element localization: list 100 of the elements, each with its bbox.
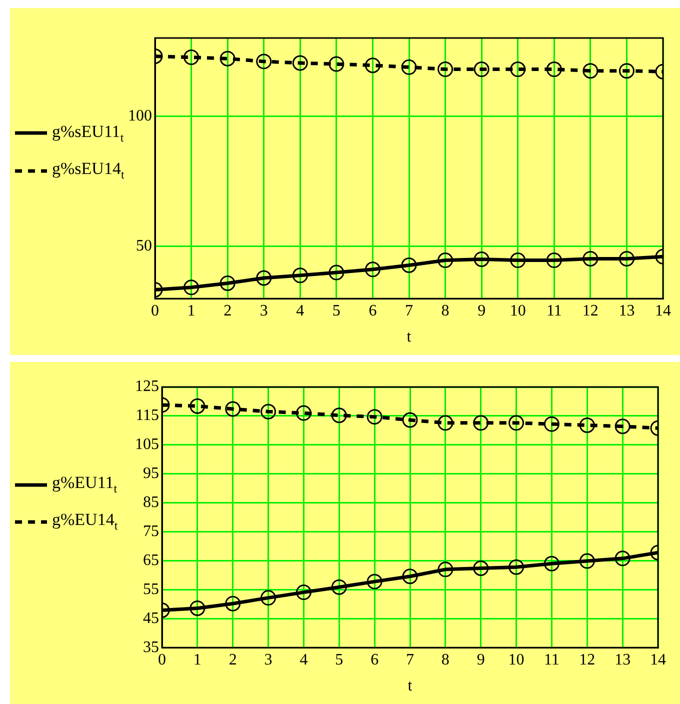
point <box>546 252 562 268</box>
x-tick-label: 10 <box>510 302 526 320</box>
x-tick-label: 14 <box>655 302 671 320</box>
x-tick-label: 6 <box>368 302 377 320</box>
y-tick-label: 125 <box>135 378 159 396</box>
point <box>618 63 634 79</box>
x-tick-label: 14 <box>650 651 666 668</box>
point <box>401 59 417 75</box>
point <box>618 250 634 266</box>
point <box>328 264 344 280</box>
y-tick-label: 105 <box>135 436 159 454</box>
y-tick-label: 45 <box>143 610 159 627</box>
x-tick-label: 12 <box>579 651 596 668</box>
point <box>220 50 236 66</box>
point <box>508 415 524 431</box>
point <box>402 568 418 584</box>
point <box>184 280 200 296</box>
x-tick-label: 2 <box>224 302 232 320</box>
point <box>438 62 454 78</box>
x-tick-label: 9 <box>476 651 485 668</box>
y-tick-label: 115 <box>136 407 159 424</box>
point <box>582 63 598 79</box>
point <box>614 418 630 434</box>
point <box>296 405 312 421</box>
y-tick-label: 65 <box>143 552 159 569</box>
point <box>508 559 524 575</box>
point <box>296 584 312 600</box>
point <box>364 262 380 278</box>
point <box>190 398 206 414</box>
point <box>510 252 526 268</box>
x-tick-label: 2 <box>228 651 237 668</box>
point <box>582 250 598 266</box>
point <box>544 416 560 432</box>
y-tick-label: 85 <box>143 494 159 512</box>
legend-label: g%sEU11$_{t}$ <box>52 122 124 145</box>
point <box>474 62 490 78</box>
point <box>546 62 562 78</box>
point <box>366 409 382 425</box>
x-tick-label: 13 <box>618 302 635 320</box>
x-tick-label: 5 <box>332 302 340 320</box>
point <box>225 596 241 612</box>
x-tick-label: 11 <box>546 302 562 320</box>
point <box>544 556 560 572</box>
x-tick-label: 3 <box>260 302 268 320</box>
point <box>614 550 630 566</box>
point <box>438 415 454 431</box>
point <box>260 590 276 606</box>
x-tick-label: 0 <box>151 302 159 320</box>
x-tick-label: 4 <box>296 302 304 320</box>
x-tick-label: 6 <box>370 651 379 668</box>
legend-label: g%sEU14$_{t}$ <box>52 158 124 182</box>
point <box>331 408 347 424</box>
x-tick-label: 9 <box>478 302 486 320</box>
x-tick-label: 3 <box>264 651 272 668</box>
point <box>292 268 308 284</box>
point <box>260 404 276 420</box>
point <box>366 574 382 590</box>
point <box>473 415 489 431</box>
point <box>579 553 595 569</box>
point <box>401 257 417 273</box>
y-tick-label: 95 <box>143 465 159 482</box>
point <box>190 600 206 616</box>
x-tick-label: 1 <box>193 651 202 668</box>
x-tick-label: 8 <box>441 302 450 320</box>
point <box>402 412 418 428</box>
x-tick-label: 7 <box>406 651 414 668</box>
point <box>328 56 344 72</box>
x-tick-label: 4 <box>300 651 308 668</box>
x-tick-label: 8 <box>441 651 450 668</box>
legend-label: g%EU14$_{t}$ <box>52 510 118 534</box>
point <box>510 62 526 78</box>
legend-label: g%EU11$_{t}$ <box>52 473 118 496</box>
point <box>256 270 272 286</box>
y-tick-label: 55 <box>143 580 159 598</box>
x-axis-title: t <box>408 678 413 695</box>
x-tick-label: 10 <box>508 651 524 668</box>
point <box>184 50 200 66</box>
point <box>331 579 347 595</box>
point <box>438 252 454 268</box>
point <box>225 401 241 417</box>
x-axis-title: t <box>406 328 412 346</box>
x-tick-label: 13 <box>614 651 631 668</box>
point <box>292 55 308 71</box>
point <box>474 252 490 267</box>
point <box>438 562 454 578</box>
point <box>579 417 595 433</box>
point <box>364 58 380 74</box>
y-tick-label: 35 <box>143 638 159 656</box>
x-tick-label: 12 <box>582 302 598 320</box>
y-tick-label: 50 <box>136 238 152 255</box>
y-tick-label: 100 <box>128 107 152 124</box>
y-tick-label: 75 <box>143 522 159 540</box>
point <box>256 54 272 70</box>
x-tick-label: 7 <box>405 302 413 320</box>
x-tick-label: 0 <box>158 651 166 668</box>
x-tick-label: 5 <box>335 651 344 668</box>
point <box>473 560 489 576</box>
x-tick-label: 1 <box>187 302 196 320</box>
point <box>220 275 236 291</box>
x-tick-label: 11 <box>544 651 560 668</box>
